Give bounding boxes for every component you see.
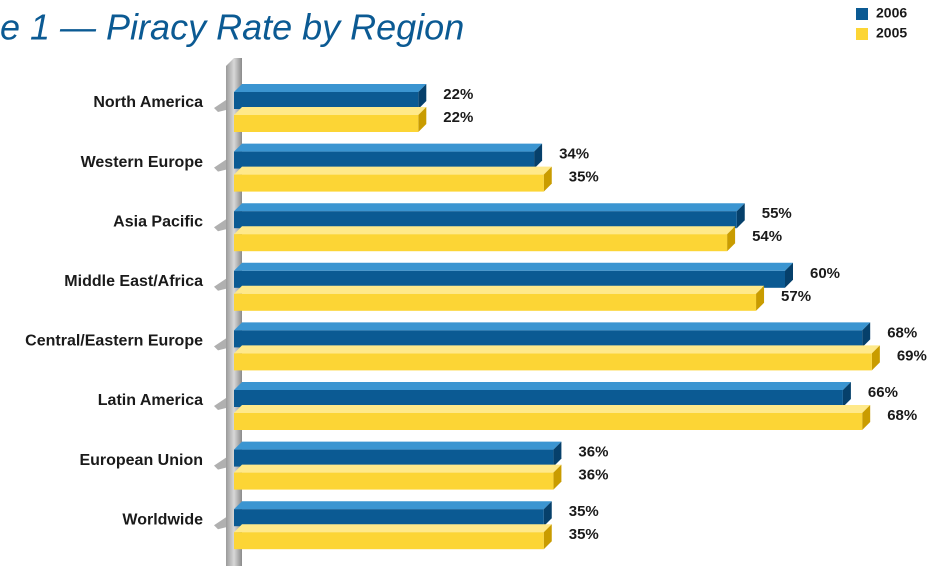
value-label: 36% bbox=[578, 467, 608, 484]
value-label: 35% bbox=[569, 503, 599, 520]
bar-top bbox=[234, 405, 871, 413]
bar-top bbox=[234, 501, 552, 510]
bar bbox=[234, 449, 554, 467]
bar-side bbox=[756, 285, 765, 311]
tick-notch bbox=[214, 219, 226, 232]
value-label: 69% bbox=[897, 347, 927, 364]
category-label: Western Europe bbox=[81, 154, 204, 171]
bar-side bbox=[543, 524, 552, 550]
tick-notch bbox=[214, 398, 226, 410]
bar-side bbox=[553, 464, 562, 490]
bar-side bbox=[418, 107, 427, 132]
chart-title: e 1 — Piracy Rate by Region bbox=[0, 7, 464, 48]
bar bbox=[234, 234, 728, 252]
value-label: 57% bbox=[781, 288, 811, 305]
bar bbox=[234, 174, 544, 192]
category-label: Worldwide bbox=[122, 511, 203, 528]
legend-swatch bbox=[856, 28, 868, 40]
value-label: 68% bbox=[887, 324, 917, 341]
bar-top bbox=[234, 441, 562, 450]
bar-top bbox=[234, 382, 851, 390]
bar-top bbox=[234, 203, 745, 212]
bar bbox=[234, 509, 544, 527]
bar-side bbox=[418, 84, 427, 109]
legend-label: 2005 bbox=[876, 25, 907, 41]
bar bbox=[234, 353, 872, 371]
bar bbox=[234, 330, 863, 348]
category-label: Central/Eastern Europe bbox=[25, 333, 203, 350]
value-label: 35% bbox=[569, 169, 599, 186]
tick-notch bbox=[214, 159, 226, 172]
value-label: 68% bbox=[887, 407, 917, 424]
tick-notch bbox=[214, 338, 226, 351]
legend-label: 2006 bbox=[876, 5, 907, 21]
value-label: 60% bbox=[810, 265, 840, 282]
value-label: 36% bbox=[578, 444, 608, 461]
bar bbox=[234, 472, 554, 490]
tick-notch bbox=[214, 100, 226, 112]
tick-notch bbox=[214, 278, 226, 291]
value-label: 35% bbox=[569, 526, 599, 543]
bar-top bbox=[234, 322, 871, 331]
bar-top bbox=[234, 166, 552, 175]
bar-side bbox=[553, 441, 562, 467]
value-label: 55% bbox=[762, 205, 792, 222]
bar-top bbox=[234, 84, 427, 92]
bar-side bbox=[736, 203, 745, 229]
value-label: 22% bbox=[443, 86, 473, 103]
bar-side bbox=[842, 382, 851, 407]
bar bbox=[234, 92, 419, 109]
bar-top bbox=[234, 524, 552, 533]
value-label: 34% bbox=[559, 146, 589, 163]
category-label: Latin America bbox=[98, 392, 203, 409]
value-label: 22% bbox=[443, 109, 473, 126]
bar bbox=[234, 390, 843, 407]
tick-notch bbox=[214, 457, 226, 470]
tick-notch bbox=[214, 517, 226, 530]
value-label: 54% bbox=[752, 228, 782, 245]
bar-top bbox=[234, 464, 562, 473]
bar-side bbox=[871, 345, 880, 371]
bar bbox=[234, 151, 535, 169]
bar-side bbox=[862, 322, 871, 348]
bar-side bbox=[543, 166, 552, 192]
axis-wall bbox=[226, 58, 242, 566]
bar-side bbox=[727, 226, 736, 252]
bar-top bbox=[234, 262, 793, 271]
bar-top bbox=[234, 107, 427, 115]
category-label: Middle East/Africa bbox=[64, 273, 203, 290]
bar-top bbox=[234, 285, 765, 294]
bar-side bbox=[543, 501, 552, 527]
category-label: North America bbox=[93, 94, 203, 111]
bar bbox=[234, 211, 737, 229]
bar-side bbox=[862, 405, 871, 430]
legend-swatch bbox=[856, 8, 868, 20]
bar bbox=[234, 413, 863, 430]
bar-top bbox=[234, 226, 736, 235]
category-label: European Union bbox=[79, 452, 203, 469]
bar-side bbox=[785, 262, 793, 288]
bar bbox=[234, 115, 419, 132]
bar-top bbox=[234, 143, 543, 152]
bar bbox=[234, 293, 757, 311]
bar-top bbox=[234, 345, 880, 354]
value-label: 66% bbox=[868, 384, 898, 401]
bar bbox=[234, 532, 544, 550]
bar bbox=[234, 270, 785, 288]
category-label: Asia Pacific bbox=[113, 213, 203, 230]
bar-side bbox=[534, 143, 543, 169]
